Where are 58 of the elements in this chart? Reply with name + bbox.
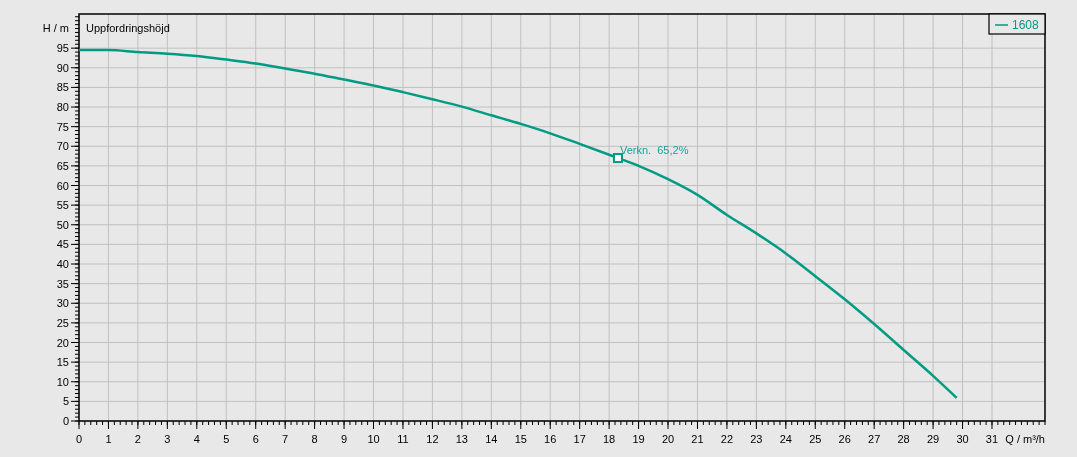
x-tick-label: 17: [573, 433, 586, 445]
y-tick-label: 45: [56, 238, 69, 251]
x-tick-label: 21: [691, 433, 704, 445]
y-tick-label: 80: [56, 101, 69, 114]
y-tick-label: 75: [56, 120, 69, 133]
x-tick-label: 0: [75, 433, 83, 445]
x-tick-label: 4: [193, 433, 200, 445]
x-tick-label: 2: [134, 433, 141, 445]
x-tick-label: 14: [485, 433, 498, 445]
x-tick-label: 5: [223, 433, 230, 445]
y-tick-label: 95: [56, 42, 69, 55]
y-tick-label: 70: [56, 140, 69, 153]
x-tick-label: 9: [341, 433, 348, 445]
x-tick-label: 19: [632, 433, 645, 445]
y-axis-title: H / m: [42, 22, 69, 34]
y-tick-label: 40: [56, 258, 69, 271]
y-tick-label: 20: [56, 336, 69, 349]
y-tick-label: 10: [56, 375, 69, 388]
x-tick-label: 27: [868, 433, 881, 445]
y-tick-label: 15: [56, 356, 69, 369]
y-tick-label: 65: [56, 159, 69, 172]
y-tick-label: 25: [56, 316, 69, 329]
x-tick-label: 1: [105, 433, 112, 445]
x-tick-label: 30: [956, 433, 969, 445]
x-tick-label: 16: [544, 433, 557, 445]
x-tick-label: 23: [750, 433, 763, 445]
x-tick-label: 22: [720, 433, 734, 445]
y-tick-label: 60: [56, 179, 69, 192]
y-tick-label: 85: [56, 81, 69, 94]
x-tick-label: 28: [897, 433, 910, 445]
line-series: [77, 48, 958, 400]
x-tick-label: 7: [282, 433, 289, 445]
x-tick-label: 3: [164, 433, 171, 445]
y-tick-label: 35: [56, 277, 69, 290]
x-tick-label: 11: [397, 433, 409, 445]
x-tick-label: 13: [455, 433, 468, 445]
x-tick-label: 18: [603, 433, 616, 445]
x-tick-label: 26: [838, 433, 851, 445]
y-tick-label: 55: [56, 199, 69, 212]
legend-label: 1608: [1012, 18, 1040, 32]
x-tick-label: 20: [661, 433, 675, 445]
x-tick-label: 29: [926, 433, 940, 445]
x-tick-label: 8: [311, 433, 318, 445]
x-tick-label: 25: [809, 433, 822, 445]
annotation: Verkn. 65,2%: [619, 144, 689, 157]
x-tick-label: 12: [426, 433, 439, 445]
text: Uppfordringshöjd: [86, 22, 170, 34]
y-tick-label: 0: [62, 415, 69, 427]
y-tick-label: 30: [56, 297, 69, 310]
x-axis-title: Q / m³/h: [1005, 433, 1045, 445]
y-tick-label: 5: [62, 395, 69, 408]
x-tick-label: 10: [367, 433, 380, 445]
x-tick-label: 24: [779, 433, 792, 445]
y-tick-label: 90: [56, 61, 69, 74]
y-tick-label: 50: [56, 218, 69, 231]
x-tick-label: 31: [985, 433, 999, 445]
x-tick-label: 15: [514, 433, 527, 445]
x-tick-label: 6: [252, 433, 259, 445]
